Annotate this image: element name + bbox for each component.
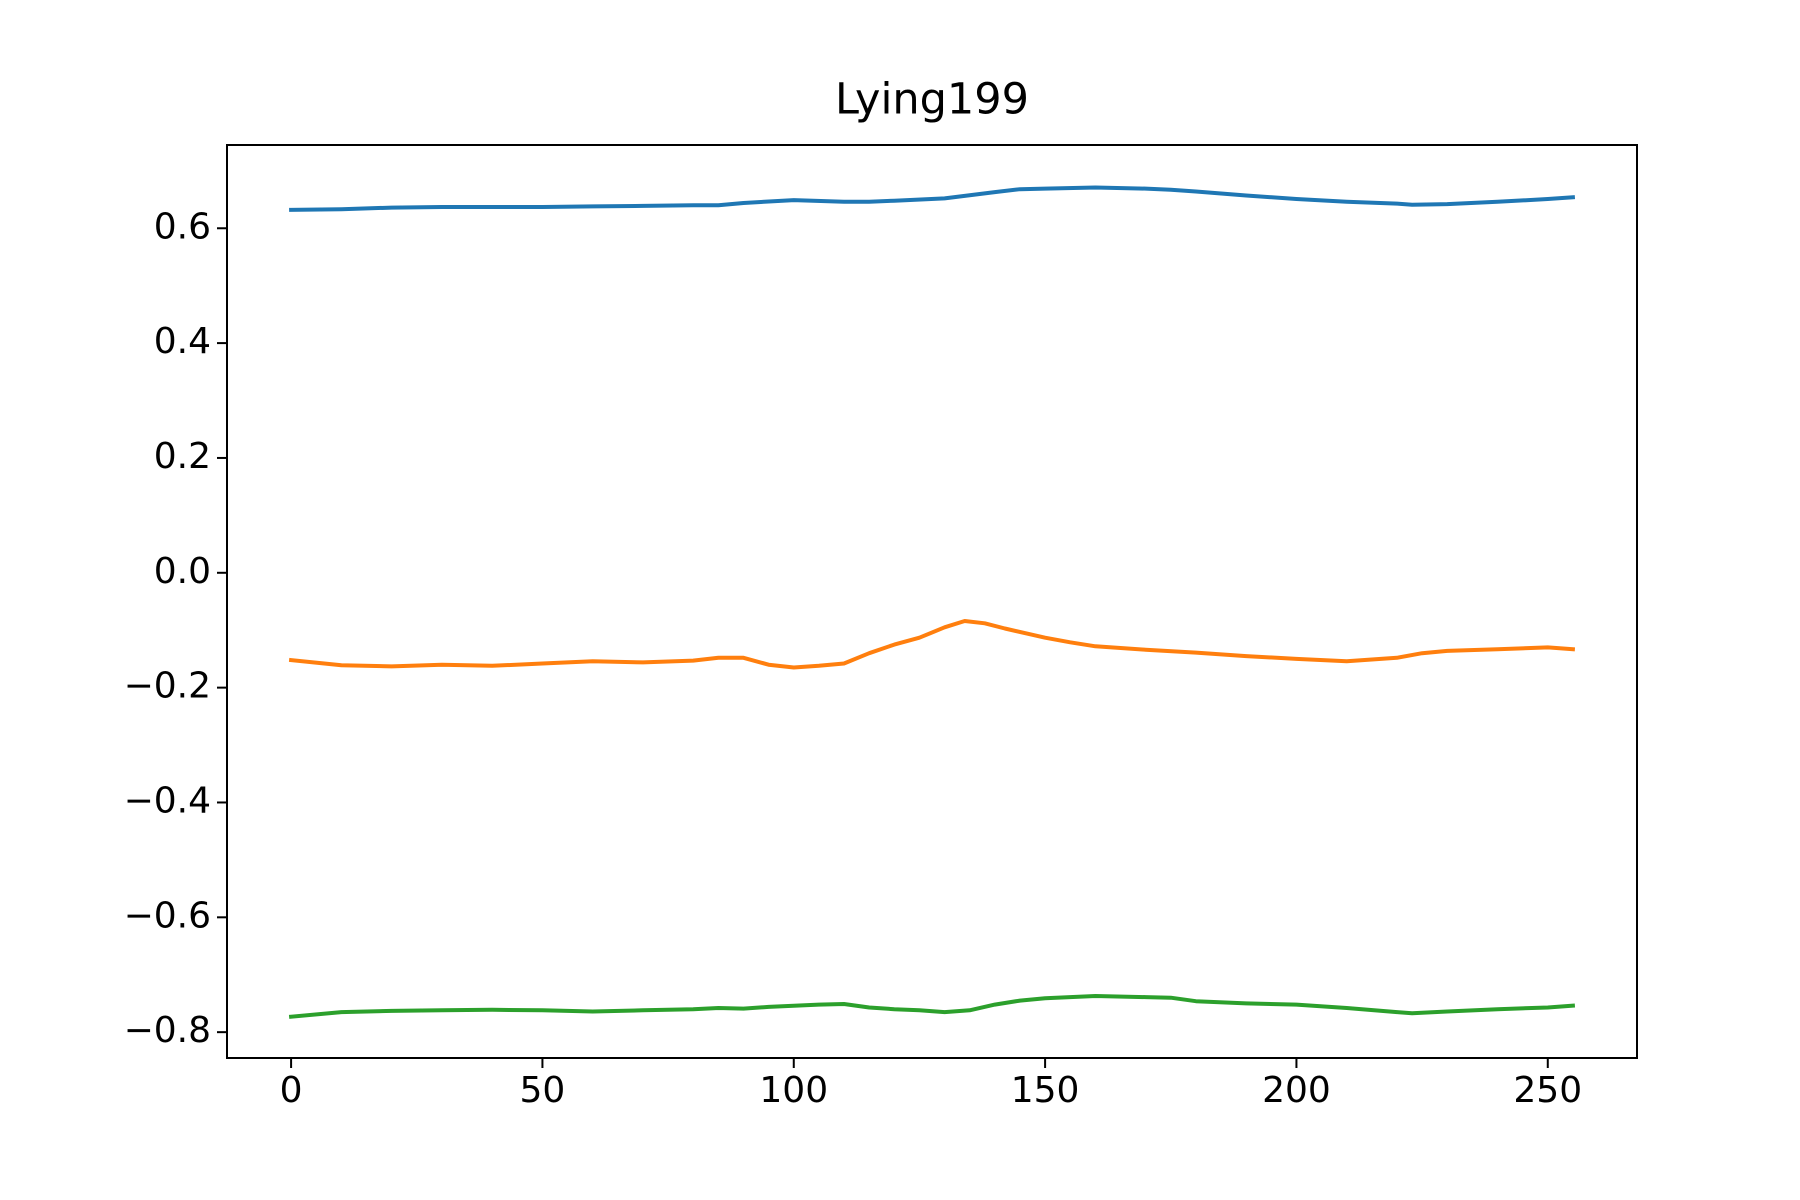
x-tick-label: 150 (1011, 1070, 1080, 1111)
y-tick-label: −0.4 (124, 780, 211, 821)
y-tick-label: 0.2 (154, 436, 211, 477)
series-line-2 (288, 619, 1576, 670)
series-line-1 (289, 185, 1576, 212)
plot-area-frame (226, 144, 1638, 1059)
x-tick-label: 0 (280, 1070, 303, 1111)
y-tick-label: 0.0 (154, 551, 211, 592)
x-tick-label: 200 (1262, 1070, 1331, 1111)
y-tick-label: −0.6 (124, 895, 211, 936)
series-line-3 (288, 994, 1576, 1019)
y-tick-label: 0.6 (154, 206, 211, 247)
y-tick-label: 0.4 (154, 321, 211, 362)
chart-title: Lying199 (835, 75, 1029, 125)
series-layer (288, 185, 1576, 1019)
y-tick-label: −0.8 (124, 1010, 211, 1051)
x-tick-label: 250 (1513, 1070, 1582, 1111)
x-tick-label: 100 (759, 1070, 828, 1111)
x-tick-label: 50 (520, 1070, 566, 1111)
axes-layer: 0 50 100 150 200 250 −0.8 −0.6 −0.4 −0.2 0.0 0.2 0.4… (124, 206, 1583, 1111)
y-tick-label: −0.2 (124, 666, 211, 707)
